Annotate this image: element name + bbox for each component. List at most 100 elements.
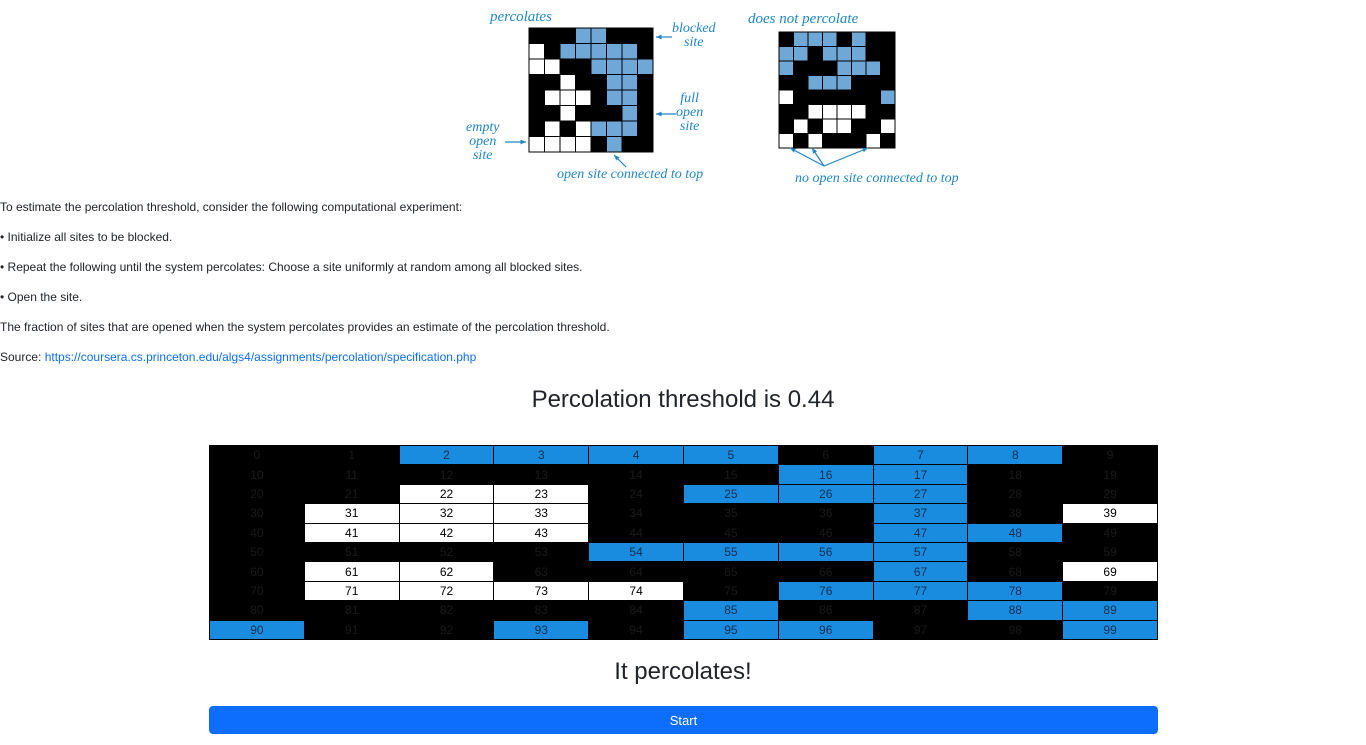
grid-cell[interactable]: 57 bbox=[873, 542, 968, 562]
grid-cell[interactable]: 53 bbox=[494, 542, 589, 562]
grid-cell[interactable]: 25 bbox=[684, 484, 778, 504]
grid-cell[interactable]: 79 bbox=[1063, 581, 1157, 601]
grid-cell[interactable]: 1 bbox=[304, 446, 399, 465]
grid-cell[interactable]: 82 bbox=[399, 601, 494, 620]
grid-cell[interactable]: 51 bbox=[304, 542, 399, 562]
grid-cell[interactable]: 9 bbox=[1063, 446, 1157, 465]
grid-cell[interactable]: 52 bbox=[399, 542, 494, 562]
grid-cell[interactable]: 24 bbox=[589, 484, 683, 504]
grid-cell[interactable]: 44 bbox=[589, 523, 683, 542]
grid-cell[interactable]: 71 bbox=[304, 581, 399, 601]
grid-cell[interactable]: 74 bbox=[589, 581, 683, 601]
grid-cell[interactable]: 81 bbox=[304, 601, 399, 620]
grid-cell[interactable]: 87 bbox=[873, 601, 968, 620]
grid-cell[interactable]: 4 bbox=[589, 446, 683, 465]
grid-cell[interactable]: 19 bbox=[1063, 465, 1157, 484]
grid-cell[interactable]: 7 bbox=[873, 446, 968, 465]
grid-cell[interactable]: 58 bbox=[968, 542, 1063, 562]
grid-cell[interactable]: 32 bbox=[399, 504, 494, 523]
grid-cell[interactable]: 10 bbox=[210, 465, 304, 484]
grid-cell[interactable]: 16 bbox=[778, 465, 873, 484]
grid-cell[interactable]: 6 bbox=[778, 446, 873, 465]
grid-cell[interactable]: 15 bbox=[684, 465, 778, 484]
grid-cell[interactable]: 55 bbox=[684, 542, 778, 562]
grid-cell[interactable]: 18 bbox=[968, 465, 1063, 484]
grid-cell[interactable]: 38 bbox=[968, 504, 1063, 523]
grid-cell[interactable]: 41 bbox=[304, 523, 399, 542]
grid-cell[interactable]: 27 bbox=[873, 484, 968, 504]
grid-cell[interactable]: 59 bbox=[1063, 542, 1157, 562]
grid-cell[interactable]: 20 bbox=[210, 484, 304, 504]
grid-cell[interactable]: 47 bbox=[873, 523, 968, 542]
grid-cell[interactable]: 30 bbox=[210, 504, 304, 523]
grid-cell[interactable]: 64 bbox=[589, 562, 683, 581]
grid-cell[interactable]: 70 bbox=[210, 581, 304, 601]
grid-cell[interactable]: 33 bbox=[494, 504, 589, 523]
grid-cell[interactable]: 50 bbox=[210, 542, 304, 562]
grid-cell[interactable]: 37 bbox=[873, 504, 968, 523]
grid-cell[interactable]: 75 bbox=[684, 581, 778, 601]
grid-cell[interactable]: 8 bbox=[968, 446, 1063, 465]
grid-cell[interactable]: 68 bbox=[968, 562, 1063, 581]
grid-cell[interactable]: 67 bbox=[873, 562, 968, 581]
grid-cell[interactable]: 14 bbox=[589, 465, 683, 484]
grid-cell[interactable]: 86 bbox=[778, 601, 873, 620]
grid-cell[interactable]: 17 bbox=[873, 465, 968, 484]
grid-cell[interactable]: 46 bbox=[778, 523, 873, 542]
grid-cell[interactable]: 97 bbox=[873, 620, 968, 639]
grid-cell[interactable]: 76 bbox=[778, 581, 873, 601]
grid-cell[interactable]: 95 bbox=[684, 620, 778, 639]
grid-cell[interactable]: 35 bbox=[684, 504, 778, 523]
grid-cell[interactable]: 56 bbox=[778, 542, 873, 562]
grid-cell[interactable]: 31 bbox=[304, 504, 399, 523]
grid-cell[interactable]: 60 bbox=[210, 562, 304, 581]
grid-cell[interactable]: 66 bbox=[778, 562, 873, 581]
grid-cell[interactable]: 98 bbox=[968, 620, 1063, 639]
grid-cell[interactable]: 91 bbox=[304, 620, 399, 639]
grid-cell[interactable]: 40 bbox=[210, 523, 304, 542]
grid-cell[interactable]: 92 bbox=[399, 620, 494, 639]
grid-cell[interactable]: 85 bbox=[684, 601, 778, 620]
grid-cell[interactable]: 22 bbox=[399, 484, 494, 504]
grid-cell[interactable]: 69 bbox=[1063, 562, 1157, 581]
grid-cell[interactable]: 3 bbox=[494, 446, 589, 465]
grid-cell[interactable]: 73 bbox=[494, 581, 589, 601]
grid-cell[interactable]: 49 bbox=[1063, 523, 1157, 542]
grid-cell[interactable]: 80 bbox=[210, 601, 304, 620]
grid-cell[interactable]: 61 bbox=[304, 562, 399, 581]
grid-cell[interactable]: 78 bbox=[968, 581, 1063, 601]
grid-cell[interactable]: 65 bbox=[684, 562, 778, 581]
grid-cell[interactable]: 13 bbox=[494, 465, 589, 484]
grid-cell[interactable]: 5 bbox=[684, 446, 778, 465]
grid-cell[interactable]: 84 bbox=[589, 601, 683, 620]
grid-cell[interactable]: 94 bbox=[589, 620, 683, 639]
grid-cell[interactable]: 21 bbox=[304, 484, 399, 504]
grid-cell[interactable]: 63 bbox=[494, 562, 589, 581]
grid-cell[interactable]: 28 bbox=[968, 484, 1063, 504]
grid-cell[interactable]: 96 bbox=[778, 620, 873, 639]
grid-cell[interactable]: 93 bbox=[494, 620, 589, 639]
grid-cell[interactable]: 43 bbox=[494, 523, 589, 542]
grid-cell[interactable]: 34 bbox=[589, 504, 683, 523]
grid-cell[interactable]: 42 bbox=[399, 523, 494, 542]
grid-cell[interactable]: 72 bbox=[399, 581, 494, 601]
grid-cell[interactable]: 45 bbox=[684, 523, 778, 542]
grid-cell[interactable]: 36 bbox=[778, 504, 873, 523]
grid-cell[interactable]: 29 bbox=[1063, 484, 1157, 504]
grid-cell[interactable]: 48 bbox=[968, 523, 1063, 542]
grid-cell[interactable]: 89 bbox=[1063, 601, 1157, 620]
grid-cell[interactable]: 23 bbox=[494, 484, 589, 504]
grid-cell[interactable]: 62 bbox=[399, 562, 494, 581]
grid-cell[interactable]: 2 bbox=[399, 446, 494, 465]
grid-cell[interactable]: 12 bbox=[399, 465, 494, 484]
grid-cell[interactable]: 0 bbox=[210, 446, 304, 465]
grid-cell[interactable]: 88 bbox=[968, 601, 1063, 620]
grid-cell[interactable]: 99 bbox=[1063, 620, 1157, 639]
source-link[interactable]: https://coursera.cs.princeton.edu/algs4/… bbox=[44, 350, 477, 364]
grid-cell[interactable]: 77 bbox=[873, 581, 968, 601]
grid-cell[interactable]: 39 bbox=[1063, 504, 1157, 523]
grid-cell[interactable]: 54 bbox=[589, 542, 683, 562]
start-button[interactable]: Start bbox=[209, 706, 1158, 734]
grid-cell[interactable]: 83 bbox=[494, 601, 589, 620]
grid-cell[interactable]: 90 bbox=[210, 620, 304, 639]
